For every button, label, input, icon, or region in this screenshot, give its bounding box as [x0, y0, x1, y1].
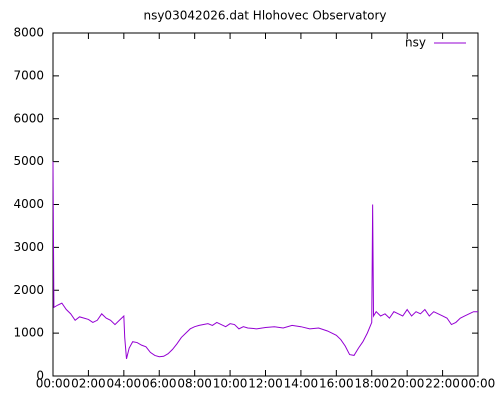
x-tick-label: 10:00: [213, 377, 248, 391]
x-tick-label: 22:00: [425, 377, 460, 391]
x-tick-label: 14:00: [284, 377, 319, 391]
y-tick-label: 7000: [13, 68, 44, 82]
y-tick-label: 1000: [13, 326, 44, 340]
y-tick-label: 2000: [13, 283, 44, 297]
x-tick-label: 16:00: [319, 377, 354, 391]
x-tick-label: 00:00: [36, 377, 71, 391]
x-tick-label: 08:00: [177, 377, 212, 391]
y-tick-label: 4000: [13, 197, 44, 211]
y-tick-label: 3000: [13, 240, 44, 254]
x-tick-label: 02:00: [71, 377, 106, 391]
legend-label: nsy: [405, 36, 426, 50]
y-tick-label: 0: [36, 369, 44, 383]
data-line: [52, 161, 478, 359]
x-tick-label: 20:00: [390, 377, 425, 391]
x-tick-label: 00:00: [461, 377, 496, 391]
x-tick-label: 12:00: [248, 377, 283, 391]
x-tick-label: 04:00: [107, 377, 142, 391]
x-tick-label: 18:00: [354, 377, 389, 391]
chart-title: nsy03042026.dat Hlohovec Observatory: [143, 9, 386, 23]
y-tick-label: 8000: [13, 26, 44, 40]
y-tick-label: 6000: [13, 111, 44, 125]
x-tick-label: 06:00: [142, 377, 177, 391]
y-tick-label: 5000: [13, 154, 44, 168]
